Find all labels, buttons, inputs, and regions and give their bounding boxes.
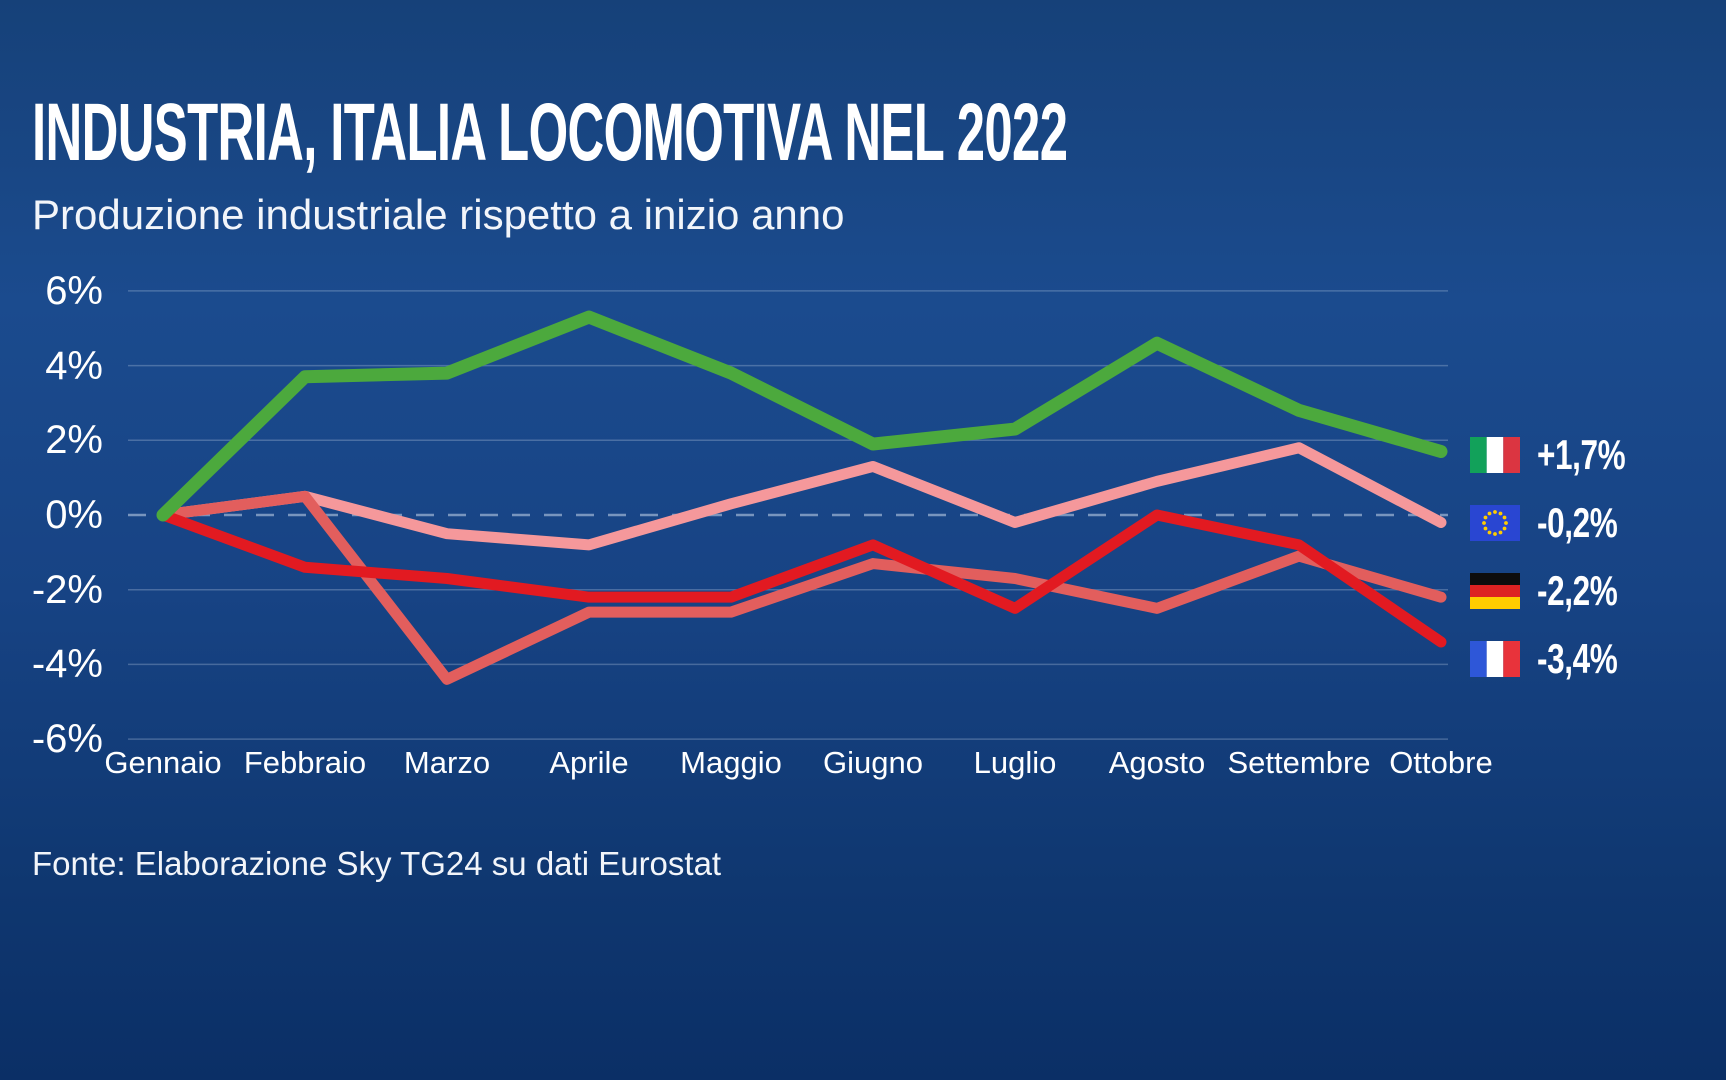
x-tick-label-agosto: Agosto — [1108, 745, 1206, 780]
x-tick-label-luglio: Luglio — [973, 745, 1057, 780]
y-tick-label: 0% — [45, 493, 103, 537]
source-note: Fonte: Elaborazione Sky TG24 su dati Eur… — [32, 845, 722, 882]
x-tick-label-aprile: Aprile — [549, 745, 629, 780]
italy-flag-icon — [1470, 437, 1520, 473]
italy-flag — [1470, 437, 1520, 473]
series-line-france — [157, 509, 1447, 648]
legend-row-italy: +1,7% — [1470, 431, 1655, 478]
page-subtitle: Produzione industriale rispetto a inizio… — [32, 191, 845, 238]
legend-row-france: -3,4% — [1470, 635, 1644, 682]
series-line-eu — [157, 442, 1447, 551]
series-line-germany — [157, 490, 1447, 685]
x-tick-label-ottobre: Ottobre — [1389, 745, 1493, 780]
france-flag-icon — [1470, 641, 1520, 677]
france-flag — [1470, 641, 1520, 677]
y-tick-label: 4% — [45, 343, 103, 388]
y-tick-label: -4% — [31, 642, 103, 687]
x-tick-label-settembre: Settembre — [1227, 745, 1371, 780]
y-tick-label: -2% — [31, 567, 103, 612]
legend-row-germany: -2,2% — [1470, 567, 1644, 614]
germany-flag — [1470, 573, 1520, 609]
x-tick-label-febbraio: Febbraio — [243, 745, 367, 780]
y-tick-label: -6% — [31, 717, 103, 762]
x-tick-label-marzo: Marzo — [403, 745, 491, 780]
x-tick-label-gennaio: Gennaio — [104, 745, 222, 780]
y-tick-label: 6% — [45, 268, 103, 313]
series-line-italy — [156, 310, 1448, 522]
legend-value-italy: +1,7% — [1537, 431, 1626, 478]
y-tick-label: 2% — [45, 418, 103, 463]
legend-value-germany: -2,2% — [1537, 567, 1618, 614]
page-title: INDUSTRIA, ITALIA LOCOMOTIVA NEL 2022 — [32, 87, 1068, 178]
legend-value-france: -3,4% — [1537, 635, 1618, 682]
germany-flag-icon — [1470, 573, 1520, 609]
x-tick-label-giugno: Giugno — [823, 745, 923, 780]
legend-row-eu: -0,2% — [1470, 499, 1644, 546]
eu-flag — [1470, 505, 1520, 541]
eu-flag-icon — [1470, 505, 1520, 541]
x-tick-label-maggio: Maggio — [680, 745, 782, 780]
legend-value-eu: -0,2% — [1537, 499, 1618, 546]
